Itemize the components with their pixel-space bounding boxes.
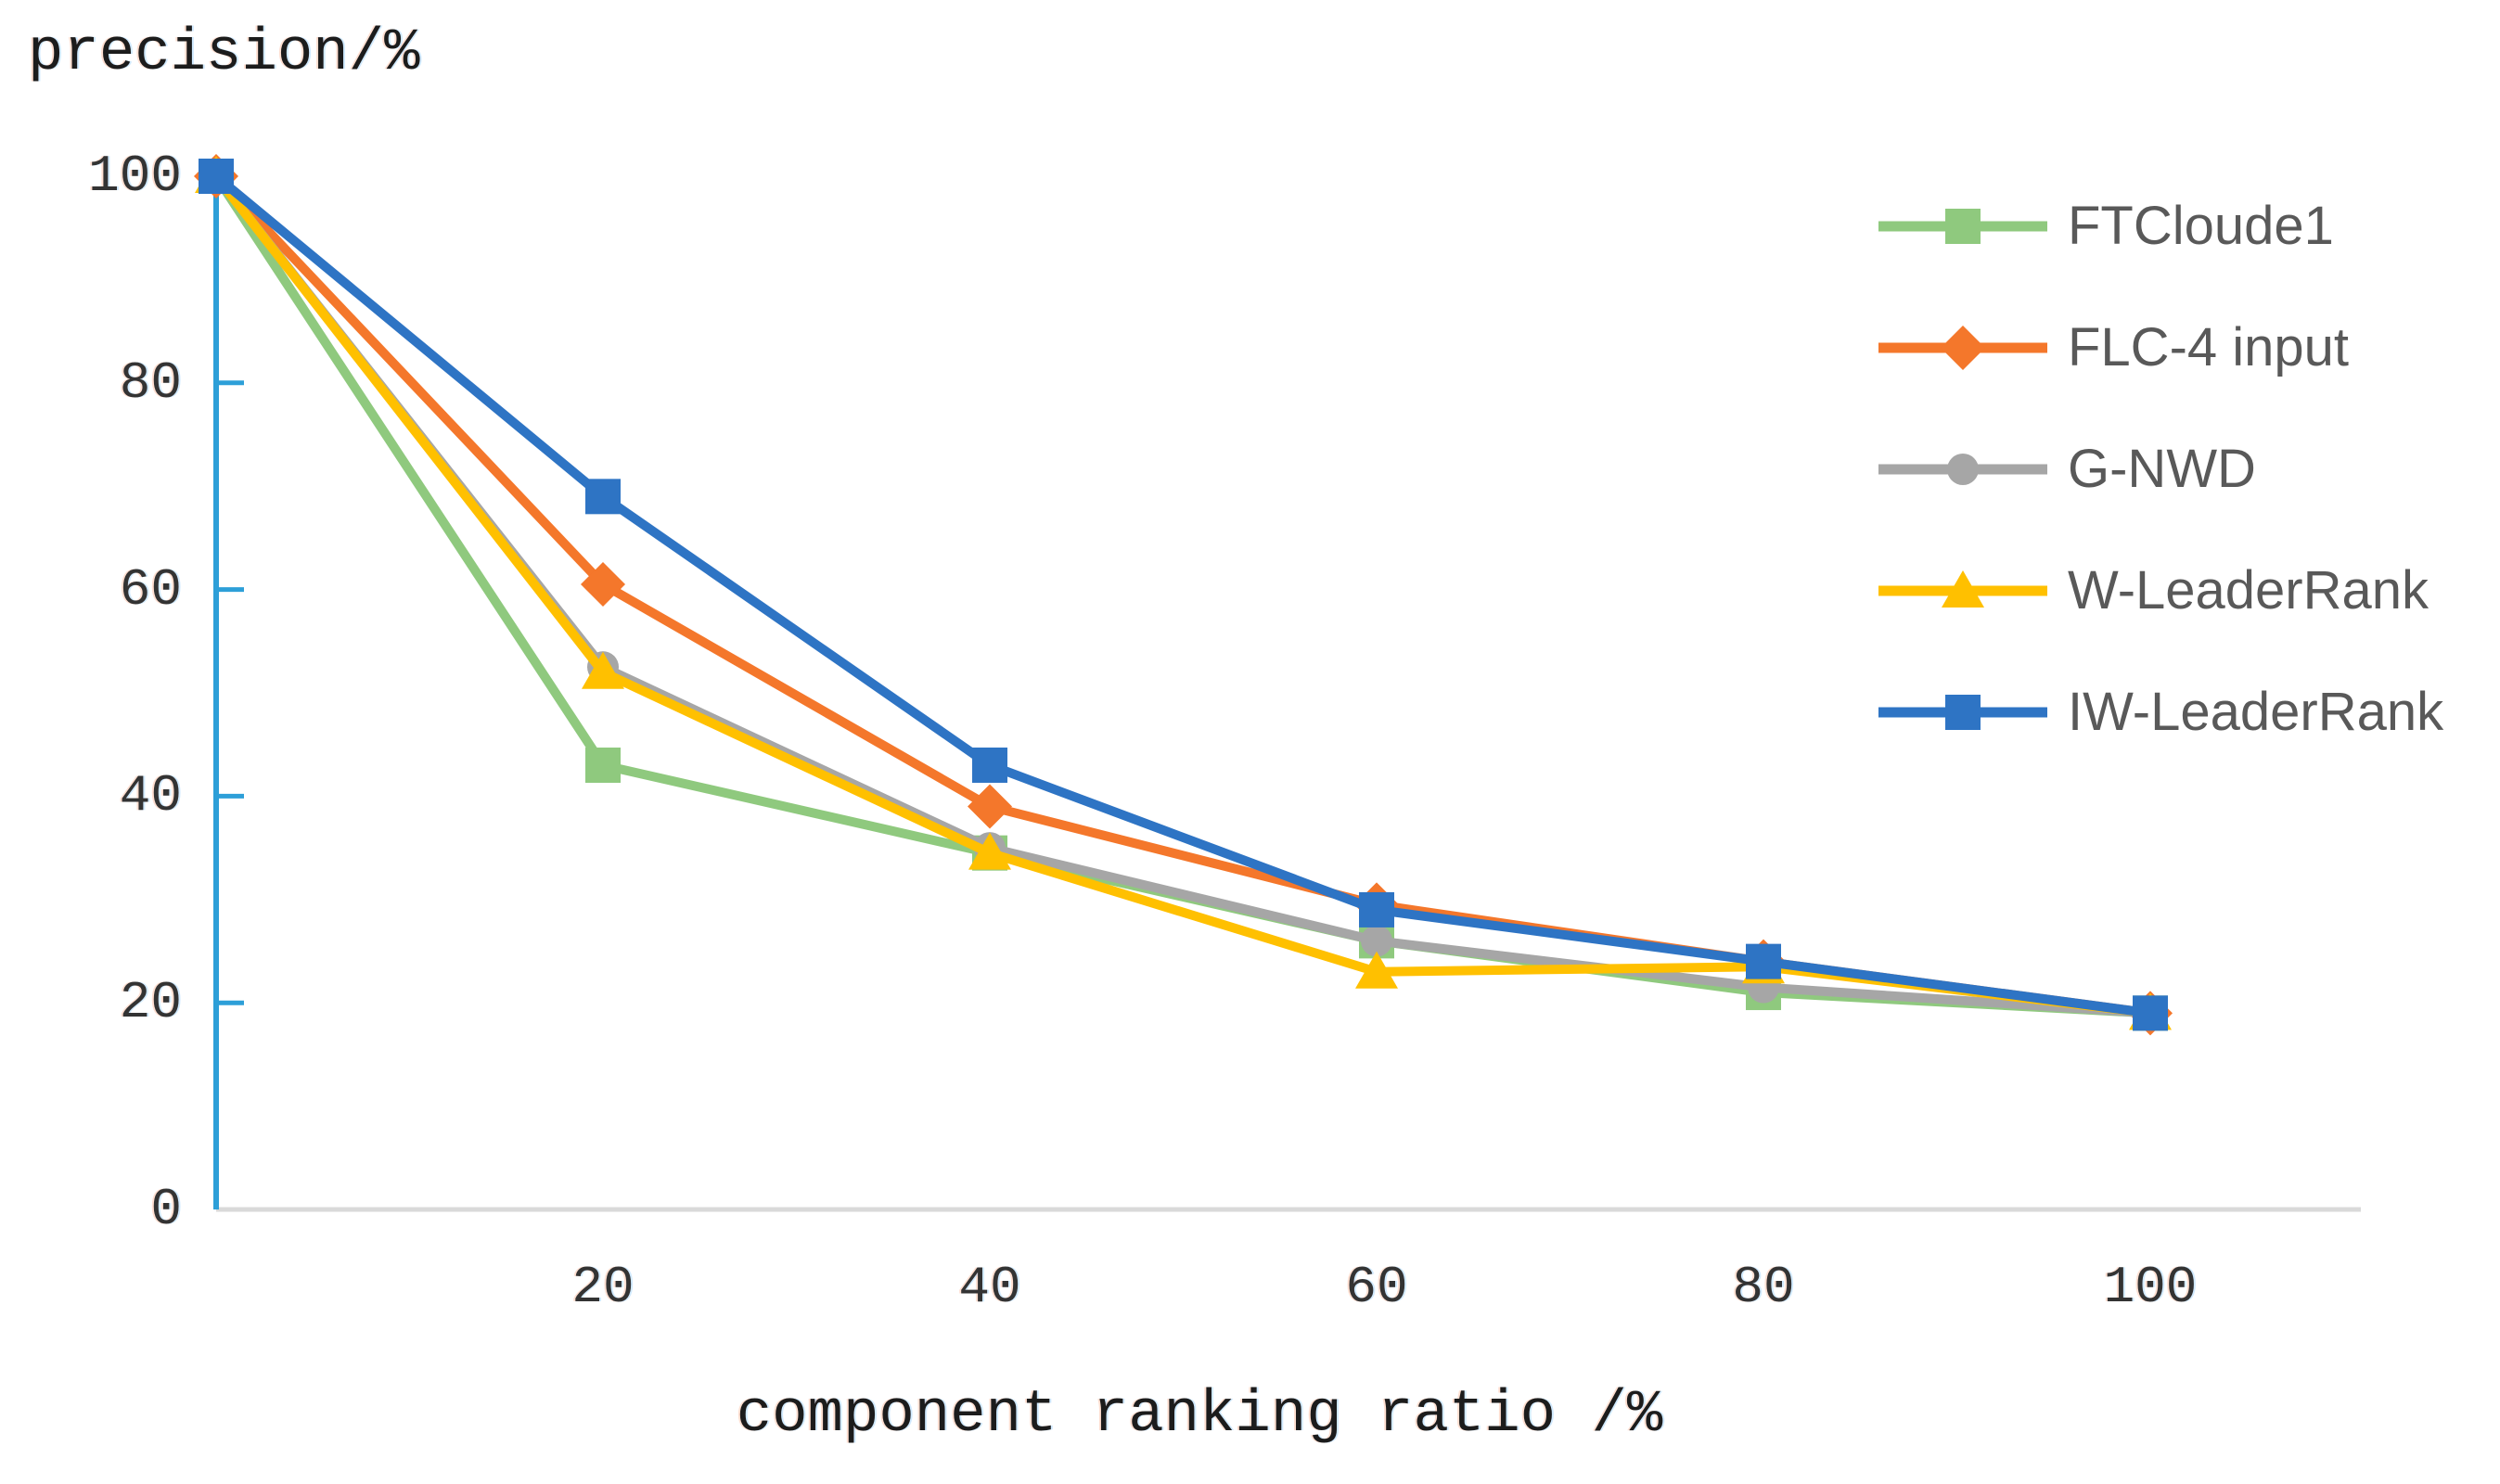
- x-tick-label: 40: [958, 1258, 1021, 1317]
- data-point-marker-square: [1359, 891, 1394, 928]
- x-axis-title: component ranking ratio /%: [736, 1382, 1663, 1449]
- data-point-marker-circle: [1361, 925, 1392, 957]
- y-tick-label: 80: [119, 352, 182, 413]
- data-point-marker-triangle: [968, 832, 1011, 870]
- data-point-marker-square: [585, 747, 621, 783]
- data-point-marker-diamond: [581, 562, 625, 608]
- data-point-marker-triangle: [582, 651, 624, 689]
- series-line: [212, 172, 2155, 1018]
- data-point-marker-square: [199, 159, 234, 194]
- y-tick-label: 100: [88, 147, 182, 206]
- x-tick-label: 100: [2103, 1258, 2198, 1317]
- series-line: [212, 172, 2155, 1018]
- series-line: [212, 172, 2155, 1018]
- y-tick-label: 0: [150, 1180, 182, 1239]
- data-point-marker-square: [585, 479, 621, 515]
- data-point-marker-square: [1746, 943, 1781, 979]
- series-iw-leaderrank: [199, 159, 2168, 1031]
- series-line: [212, 172, 2155, 1018]
- data-point-marker-diamond: [968, 784, 1012, 829]
- y-tick-label: 40: [119, 766, 182, 826]
- data-point-marker-square: [972, 747, 1007, 783]
- data-point-marker-square: [2133, 995, 2168, 1031]
- series-line: [212, 172, 2155, 1018]
- x-tick-label: 60: [1345, 1258, 1408, 1317]
- data-point-marker-triangle: [1355, 951, 1398, 989]
- y-tick-label: 60: [119, 559, 182, 620]
- x-tick-label: 80: [1732, 1258, 1795, 1317]
- chart-title: precision/%: [28, 20, 420, 87]
- y-tick-label: 20: [119, 973, 182, 1033]
- x-tick-label: 20: [571, 1258, 635, 1317]
- series-ftcloude1: [199, 159, 2168, 1031]
